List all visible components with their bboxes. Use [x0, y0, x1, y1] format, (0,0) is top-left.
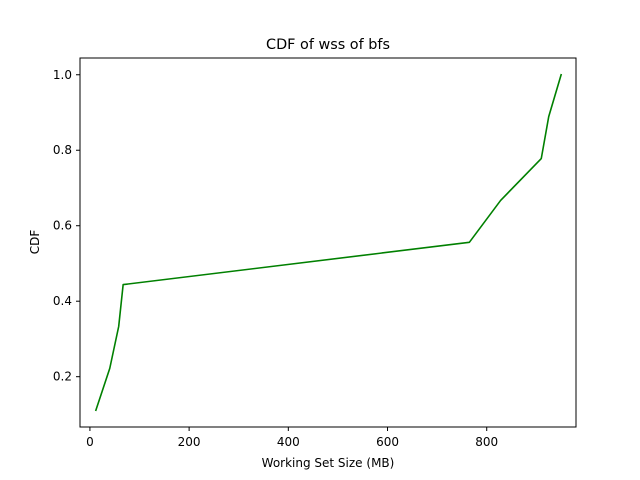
y-tick-label: 1.0: [53, 68, 72, 82]
series-line: [94, 73, 563, 412]
y-tick-label: 0.2: [53, 370, 72, 384]
x-tick-label: 0: [86, 435, 94, 449]
y-axis-label: CDF: [28, 230, 42, 255]
x-tick-label: 200: [178, 435, 201, 449]
plot-area: [94, 73, 563, 412]
y-tick-label: 0.6: [53, 219, 72, 233]
x-tick-label: 600: [376, 435, 399, 449]
y-tick-label: 0.4: [53, 294, 72, 308]
y-axis: 0.2 0.4 0.6 0.8 1.0: [53, 68, 80, 384]
x-tick-label: 400: [277, 435, 300, 449]
x-axis: 0 200 400 600 800: [86, 427, 498, 449]
x-tick-label: 800: [475, 435, 498, 449]
y-tick-label: 0.8: [53, 143, 72, 157]
chart-title: CDF of wss of bfs: [266, 37, 390, 53]
x-axis-label: Working Set Size (MB): [262, 456, 395, 470]
axes-frame: [79, 57, 577, 428]
